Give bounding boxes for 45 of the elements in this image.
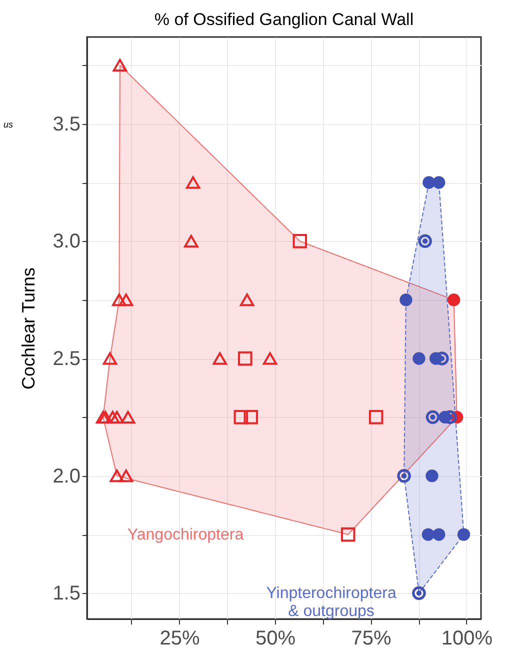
y-tick-label: 3.0: [52, 230, 80, 253]
chart-title: % of Ossified Ganglion Canal Wall: [154, 10, 414, 29]
point: [426, 410, 440, 424]
point: [418, 234, 432, 248]
point: [341, 527, 356, 542]
point: [102, 352, 118, 365]
x-tick-label: 100%: [441, 628, 493, 650]
point: [292, 234, 308, 248]
point: [262, 352, 278, 365]
point: [112, 58, 128, 72]
point: [368, 410, 384, 424]
x-tick-label: 50%: [255, 628, 296, 650]
point: [234, 410, 248, 424]
point: [426, 470, 438, 482]
point: [186, 176, 200, 189]
point: [212, 352, 227, 365]
point: [432, 528, 446, 541]
y-tick-label: 1.5: [52, 582, 80, 605]
point: [120, 410, 136, 424]
point: [397, 468, 411, 483]
text: us: [3, 119, 14, 130]
annotation: Yangochiroptera: [127, 526, 244, 544]
point: [110, 470, 124, 482]
point: [118, 294, 134, 306]
point: [240, 294, 254, 306]
point: [112, 294, 126, 306]
point: [238, 351, 252, 366]
annotation: Yinpterochiroptera & outgroups: [266, 584, 396, 620]
point: [447, 294, 460, 306]
point: [96, 410, 110, 424]
point: [118, 470, 134, 482]
y-tick-label: 3.5: [52, 113, 80, 136]
point: [400, 294, 412, 306]
point: [412, 352, 426, 365]
y-tick-label: 2.0: [52, 465, 80, 488]
point: [422, 528, 434, 541]
y-tick-label: 2.5: [52, 348, 80, 370]
x-tick-label: 25%: [160, 628, 200, 650]
point: [457, 528, 470, 541]
point: [412, 586, 426, 600]
y-axis-title: Cochlear Turns: [18, 267, 39, 390]
point: [244, 410, 258, 424]
point: [184, 234, 198, 248]
point: [432, 176, 446, 189]
x-tick-label: 75%: [351, 628, 392, 650]
